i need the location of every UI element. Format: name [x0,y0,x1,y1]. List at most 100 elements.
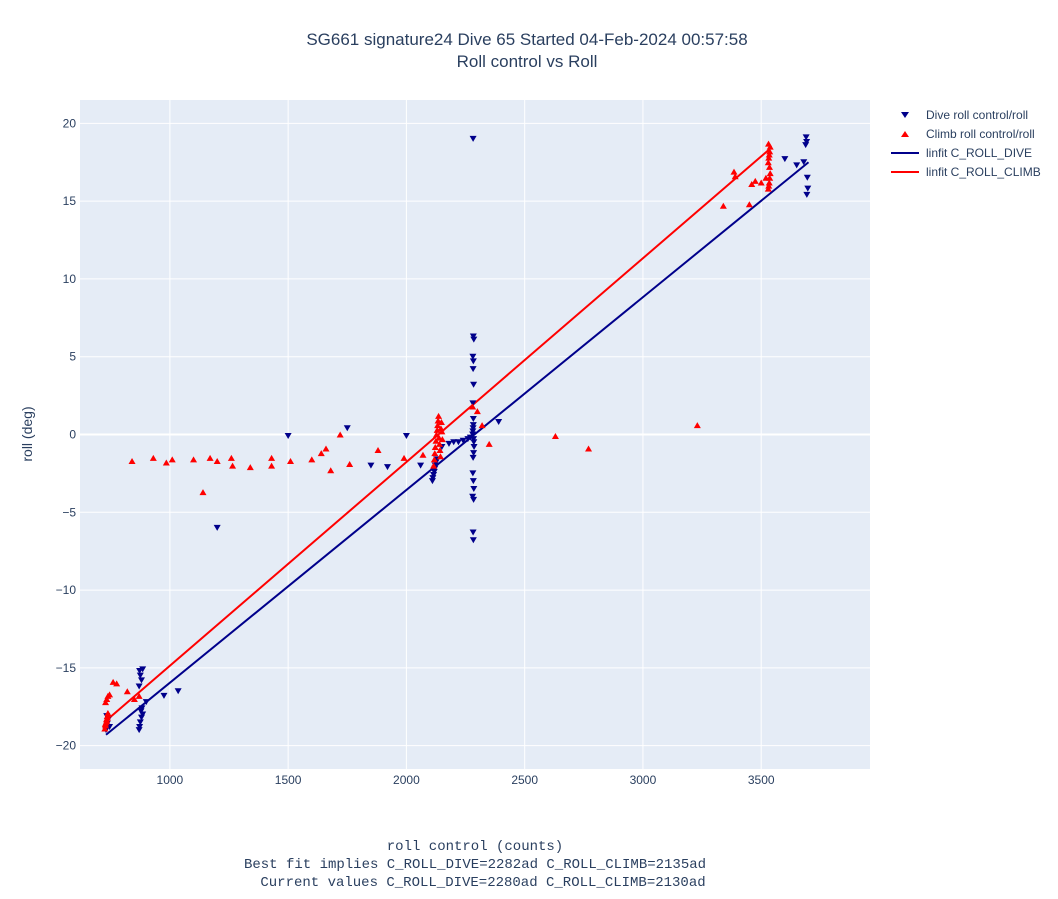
climb-point [190,456,198,463]
dive-point [137,677,145,684]
dive-point [495,419,503,426]
dive-point [470,336,478,343]
climb-point [103,714,111,721]
dive-point [383,464,391,471]
climb-point [585,445,593,452]
y-tick-label: 5 [69,350,76,364]
climb-point [246,464,254,471]
x-tick-label: 2500 [511,773,538,787]
climb-point [765,182,773,189]
climb-point [436,453,444,460]
climb-point [751,177,759,184]
legend-label: Climb roll control/roll [926,127,1035,141]
legend-item-dive-markers[interactable]: Dive roll control/roll [901,108,1028,122]
dive-point [470,443,478,450]
climb-point [757,179,765,186]
legend-climb-marker-icon [901,131,909,137]
x-axis-label-block: roll control (counts) Best fit implies C… [244,839,706,891]
dive-point [160,692,168,699]
plot-data [101,134,812,736]
legend-item-climb-markers[interactable]: Climb roll control/roll [901,127,1035,141]
y-tick-label: −10 [56,583,77,597]
climb-point [764,185,772,192]
climb-point [432,437,440,444]
dive-point [802,142,810,149]
dive-point [429,475,437,482]
dive-point [402,433,410,440]
dive-point [469,358,477,365]
climb-point [485,440,493,447]
legend-label: linfit C_ROLL_DIVE [926,146,1032,160]
climb-point [268,462,276,469]
climb-point [436,447,444,454]
climb-point [229,462,237,469]
climb-point [102,699,110,706]
climb-point [227,454,235,461]
dive-point [469,431,477,438]
dive-point [459,437,467,444]
dive-point [469,537,477,544]
y-tick-label: 0 [69,428,76,442]
dive-point [417,462,425,469]
dive-point [284,433,292,440]
climb-point [308,456,316,463]
best-fit-caption: Best fit implies C_ROLL_DIVE=2282ad C_RO… [244,857,706,873]
fit-line-series-2 [105,161,810,736]
climb-point [162,459,170,466]
dive-point [142,699,150,706]
current-values-caption: Current values C_ROLL_DIVE=2280ad C_ROLL… [260,875,705,891]
dive-point [469,353,477,360]
chart-title-line-1: SG661 signature24 Dive 65 Started 04-Feb… [306,30,747,49]
y-tick-label: 15 [63,194,77,208]
legend-item-dive-fit[interactable]: linfit C_ROLL_DIVE [891,146,1032,160]
climb-point [693,422,701,429]
dive-point [803,191,811,198]
climb-point [135,692,143,699]
climb-point [478,422,486,429]
dive-point [430,468,438,475]
dive-point [469,425,477,432]
climb-point [168,456,176,463]
climb-point [745,201,753,208]
dive-point [136,719,144,726]
climb-point [764,159,772,166]
climb-point [104,711,112,718]
dive-point [469,135,477,142]
climb-point [766,174,774,181]
dive-point [469,478,477,485]
dive-point [136,672,144,679]
y-tick-label: −5 [62,505,76,519]
dive-point [470,496,478,503]
y-axis-label: roll (deg) [19,406,35,461]
dive-point [802,134,810,141]
chart-title-line-2: Roll control vs Roll [457,52,598,71]
dive-point [469,454,477,461]
x-tick-label: 1000 [157,773,184,787]
climb-point [766,143,774,150]
climb-point [434,422,442,429]
climb-point [748,181,756,188]
dive-point [469,400,477,407]
climb-point [123,688,131,695]
climb-point [317,450,325,457]
dive-point [804,185,812,192]
dive-point [428,478,436,485]
climb-point [765,154,773,161]
dive-point [430,471,438,478]
y-tick-label: −20 [56,739,77,753]
dive-point [135,727,143,734]
legend-item-climb-fit[interactable]: linfit C_ROLL_CLIMB [891,165,1041,179]
climb-point [730,168,738,175]
legend-label: linfit C_ROLL_CLIMB [926,165,1041,179]
climb-point [731,173,739,180]
x-tick-label: 3000 [630,773,657,787]
fit-line-series-3 [105,147,772,722]
climb-point [128,457,136,464]
dive-point [469,428,477,435]
climb-point [765,163,773,170]
climb-point [435,412,443,419]
y-tick-label: −15 [56,661,77,675]
dive-point [470,450,478,457]
dive-point [139,666,147,673]
